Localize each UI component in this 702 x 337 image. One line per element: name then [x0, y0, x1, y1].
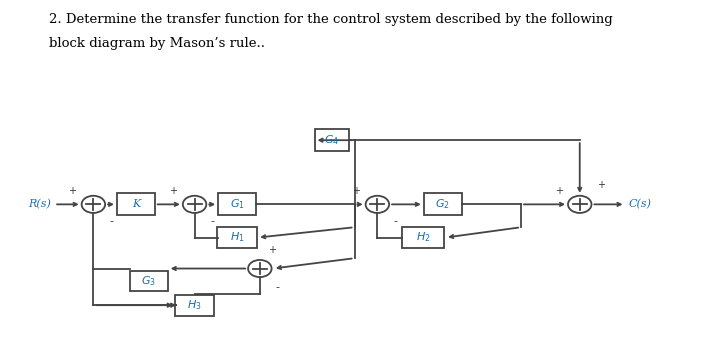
- Text: 2. Determine the transfer function for the control system described by the follo: 2. Determine the transfer function for t…: [49, 13, 613, 27]
- Text: $H_2$: $H_2$: [416, 231, 430, 244]
- Text: R(s): R(s): [28, 199, 51, 210]
- Bar: [175, 295, 214, 315]
- Bar: [218, 193, 256, 215]
- Text: -: -: [210, 217, 214, 226]
- Text: +: +: [169, 186, 178, 195]
- Text: $G_3$: $G_3$: [141, 274, 157, 288]
- Text: +: +: [267, 245, 276, 255]
- Text: -: -: [393, 217, 397, 226]
- Text: $H_1$: $H_1$: [230, 231, 244, 244]
- Text: -: -: [275, 282, 279, 293]
- Bar: [424, 193, 462, 215]
- Text: +: +: [352, 186, 360, 195]
- Text: K: K: [132, 200, 140, 209]
- Bar: [117, 193, 154, 215]
- Text: +: +: [68, 186, 77, 195]
- Bar: [314, 129, 349, 151]
- Text: $G_4$: $G_4$: [324, 133, 339, 147]
- Text: $G_1$: $G_1$: [230, 197, 244, 211]
- Text: +: +: [597, 180, 605, 190]
- Text: $G_2$: $G_2$: [435, 197, 450, 211]
- Text: -: -: [109, 217, 113, 226]
- Bar: [402, 227, 444, 248]
- Text: $H_3$: $H_3$: [187, 298, 202, 312]
- Text: +: +: [555, 186, 562, 195]
- Text: block diagram by Mason’s rule..: block diagram by Mason’s rule..: [49, 37, 265, 50]
- Text: C(s): C(s): [629, 199, 651, 210]
- Bar: [130, 271, 168, 292]
- Bar: [217, 227, 257, 248]
